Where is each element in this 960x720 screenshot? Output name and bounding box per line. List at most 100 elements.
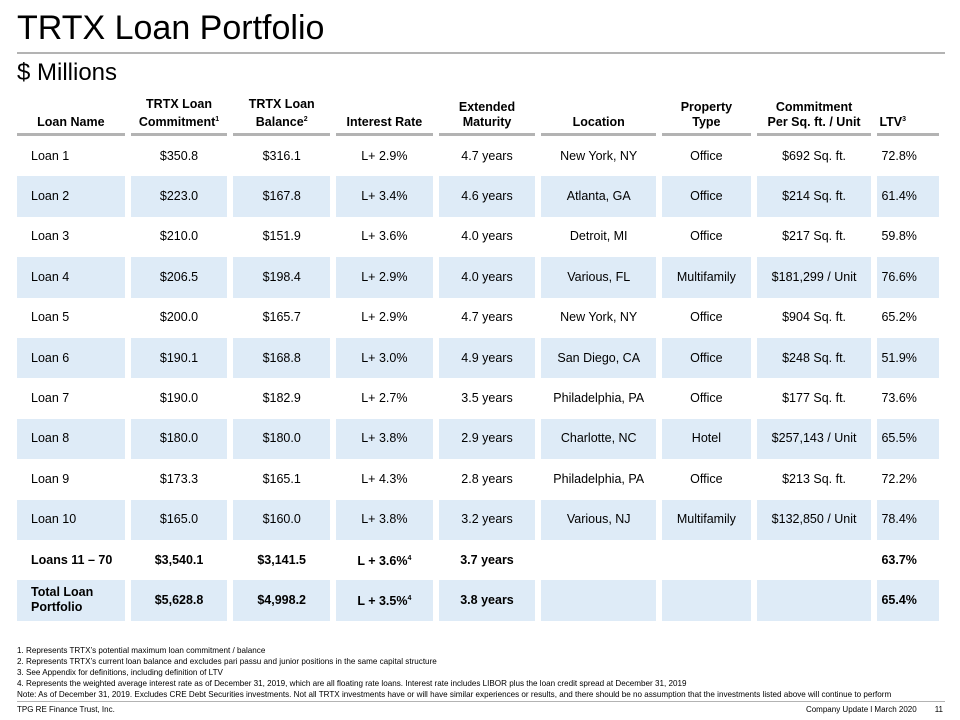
location: Various, NJ [541,499,657,540]
column-gap [535,539,542,581]
footnotes: 1. Represents TRTX’s potential maximum l… [17,645,891,700]
interest-rate: L+ 2.9% [336,257,433,298]
column-gap [750,337,757,379]
loan-name-text: Loan 7 [31,391,70,406]
commitment-value-text: $350.8 [159,148,199,163]
ltv-value-text: 63.7% [881,552,917,567]
extended-maturity: 4.6 years [438,176,536,217]
commitment-value-text: $223.0 [159,189,199,204]
interest-rate: L+ 3.4% [336,176,433,217]
location-text: Philadelphia, PA [553,471,645,486]
loan-name: Loan 4 [17,257,125,298]
location: New York, NY [541,298,656,338]
table-row: Loan 6 $190.1 $168.8 L+ 3.0% 4.9 years San Di… [17,337,939,379]
extended-maturity: 4.9 years [438,337,536,379]
extended-maturity-text: 4.0 years [461,269,513,284]
column-gap [750,378,757,419]
interest-rate: L+ 3.8% [336,499,433,540]
column-header-label: Loan Name [37,115,105,129]
page-title: TRTX Loan Portfolio [17,9,325,47]
footnote-line: 1. Represents TRTX’s potential maximum l… [17,646,266,655]
ltv-value-text: 65.5% [881,431,917,446]
table-row: Loan 3 $210.0 $151.9 L+ 3.6% 4.0 years Detroi… [17,216,939,258]
balance-value: $3,141.5 [233,540,330,580]
column-gap [227,337,234,379]
table-row: Loans 11 – 70 $3,540.1 $3,141.5 L + 3.6%4 3.… [17,539,939,581]
property-type: Multifamily [662,257,751,298]
location: Various, FL [541,257,657,298]
column-gap [432,539,439,581]
extended-maturity: 3.7 years [439,540,536,580]
column-header-label: LTV [879,115,903,129]
interest-rate-text: L+ 2.9% [361,269,408,284]
balance-value-text: $165.1 [262,471,301,486]
column-header-label: Per Sq. ft. / Unit [767,115,861,129]
interest-rate-text: L + 3.5% [357,594,408,609]
interest-rate-text: L + 3.6% [357,554,408,569]
extended-maturity: 4.0 years [439,217,536,257]
balance-value-text: $4,998.2 [257,592,307,607]
column-gap [535,257,542,298]
property-type-text: Office [690,148,723,163]
ltv-value: 76.6% [877,257,939,298]
loan-name-text: Total Loan Portfolio [31,585,94,615]
extended-maturity-text: 2.8 years [461,471,513,486]
extended-maturity-text: 3.7 years [460,552,514,567]
extended-maturity-text: 4.7 years [461,310,513,325]
column-header-line1: TRTX Loan [248,96,315,111]
extended-maturity: 4.7 years [439,298,536,338]
extended-maturity-text: 4.6 years [461,189,513,204]
extended-maturity: 3.5 years [439,378,536,418]
column-header-line1: Commitment [775,100,853,114]
column-gap [124,580,131,621]
column-gap [124,257,131,298]
loan-name: Loan 5 [17,298,125,338]
interest-rate-text: L+ 3.4% [361,189,408,204]
column-gap [124,134,131,177]
location-text: San Diego, CA [557,350,641,365]
loan-name-text: Loan 3 [31,229,70,244]
interest-rate: L+ 2.7% [336,378,433,418]
table-row: Loan 7 $190.0 $182.9 L+ 2.7% 3.5 years Philad… [17,378,939,419]
table-row: Loan 1 $350.8 $316.1 L+ 2.9% 4.7 years New Yo… [17,134,939,177]
property-type: Office [662,176,751,217]
property-type-text: Office [690,471,723,486]
commitment-value-text: $165.0 [159,512,199,527]
column-gap [750,499,757,540]
column-gap [871,176,878,217]
column-gap [871,297,878,338]
column-gap [656,257,663,298]
footnote-marker: 4 [407,555,412,563]
commitment-per-unit: $181,299 / Unit [756,257,872,298]
footnote-marker: 3 [902,115,907,123]
balance-value-text: $3,141.5 [257,552,307,567]
column-gap [871,337,878,379]
ltv-value: 59.8% [877,217,939,257]
column-gap [330,134,337,177]
extended-maturity: 4.0 years [438,257,536,298]
column-gap [124,418,131,460]
loan-name-text: Loans 11 – 70 [31,552,113,567]
commitment-per-unit: $257,143 / Unit [756,418,872,460]
interest-rate-text: L+ 4.3% [361,471,408,486]
column-gap [227,580,234,621]
page-number: 11 [934,705,943,714]
column-gap [750,176,757,217]
column-header: Location [541,96,657,136]
balance-value: $198.4 [233,257,330,298]
extended-maturity: 3.8 years [438,580,536,621]
column-gap [227,539,234,581]
interest-rate-text: L+ 2.7% [361,391,408,406]
property-type [662,580,751,621]
commitment-value: $223.0 [130,176,228,217]
commitment-per-unit: $213 Sq. ft. [757,459,872,499]
column-gap [124,499,131,540]
commitment-value: $190.0 [131,378,228,418]
balance-value-text: $316.1 [262,148,301,163]
column-gap [535,216,542,258]
column-gap [330,257,337,298]
commitment-value: $200.0 [131,298,228,338]
balance-value-text: $198.4 [262,269,301,284]
loan-name: Loan 10 [17,499,125,540]
column-gap [124,176,131,217]
